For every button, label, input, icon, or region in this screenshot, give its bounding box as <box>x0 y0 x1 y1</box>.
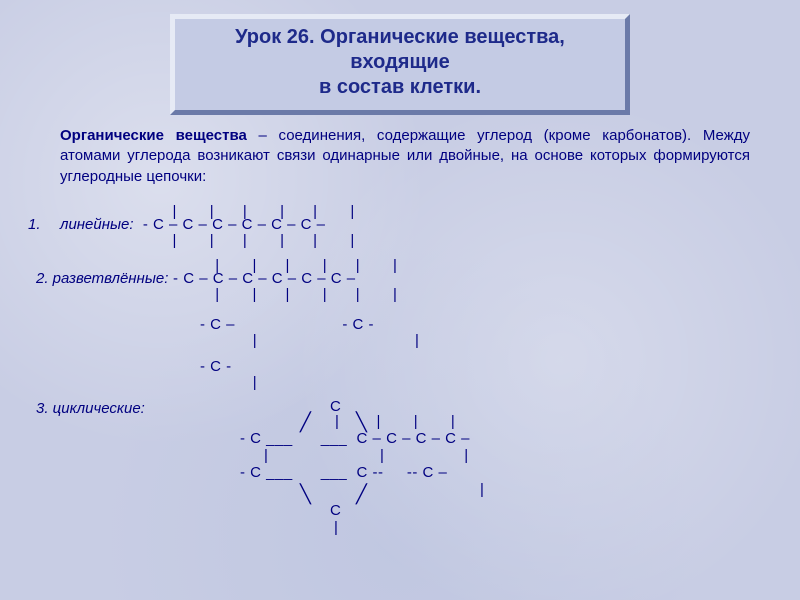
ring-dl: ╲ <box>300 484 311 505</box>
item2-label: 2. разветвлённые: <box>36 270 168 287</box>
ring-row2: - С ___ ___ С – С – С – С – <box>240 430 470 447</box>
ring-row3-vb: | <box>480 482 484 497</box>
title-line-1: Урок 26. Органические вещества, <box>185 25 615 50</box>
definition-paragraph: Органические вещества – соединения, соде… <box>60 126 750 187</box>
item1-vbonds-bottom: | | | | | | <box>60 233 354 248</box>
item3-tail-vb-top: | | | | <box>60 414 455 429</box>
item2-branch1-vb: | | <box>36 333 419 348</box>
item2-branch1: - С – - С - <box>200 316 374 333</box>
item2-vbonds-bottom: | | | | | | <box>36 287 397 302</box>
item1-chain: - С – С – С – С – С – С – <box>134 216 326 233</box>
title-box: Урок 26. Органические вещества, входящие… <box>170 14 630 115</box>
item2: 2. разветвлённые: - С – С – С – С – С – … <box>36 270 356 287</box>
term-organic: Органические вещества <box>60 127 247 144</box>
ring-bot-vb: | <box>334 520 338 535</box>
title-line-3: в состав клетки. <box>185 75 615 100</box>
item1-label: линейные: <box>60 216 134 233</box>
item3-tail-vb-mid: | <box>60 448 468 463</box>
item2-branch2: - С - <box>200 358 232 375</box>
item2-branch2-vb: | <box>36 375 257 390</box>
title-line-2: входящие <box>185 50 615 75</box>
ring-dr: ╱ <box>356 484 367 505</box>
item2-chain: - С – С – С – С – С – С – <box>168 270 355 287</box>
item1: линейные: - С – С – С – С – С – С – <box>60 216 325 233</box>
ring-row3: - С ___ ___ С -- -- С – <box>240 464 447 481</box>
ring-bot-c: С <box>330 502 341 519</box>
item1-number: 1. <box>28 216 41 233</box>
